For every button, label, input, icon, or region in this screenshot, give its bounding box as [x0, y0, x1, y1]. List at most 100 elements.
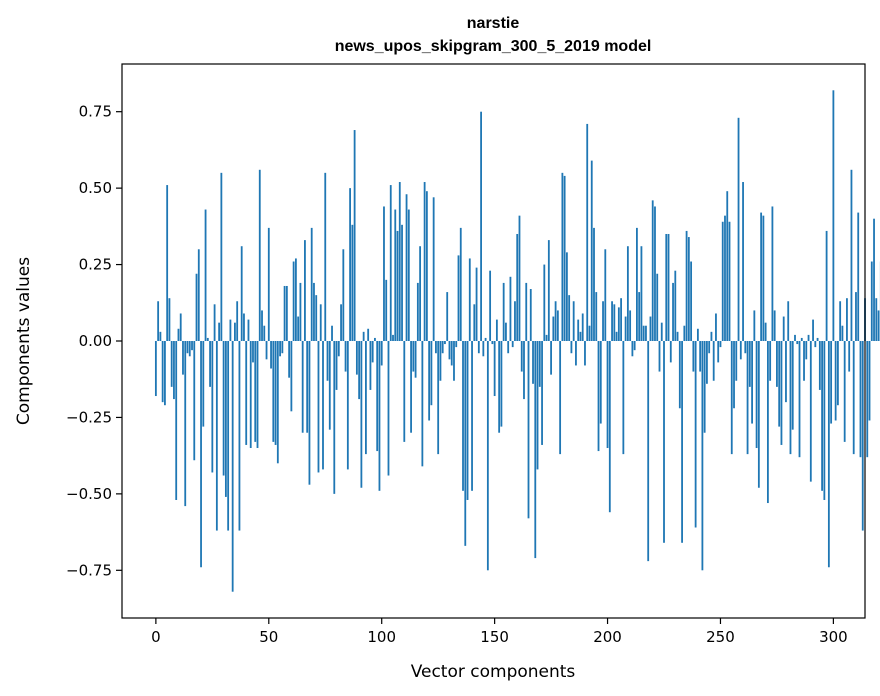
bar-42 — [249, 341, 252, 449]
y-tick-label: −0.75 — [66, 561, 112, 579]
bar-22 — [204, 209, 207, 341]
x-tick-label: 200 — [593, 628, 622, 646]
bar-268 — [760, 212, 763, 341]
bar-39 — [243, 313, 245, 341]
bar-200 — [606, 341, 609, 449]
bar-243 — [703, 341, 706, 433]
y-tick-label: 0.00 — [79, 332, 112, 350]
bar-68 — [308, 341, 311, 485]
bar-274 — [773, 310, 776, 341]
bar-21 — [202, 341, 205, 427]
bar-253 — [726, 191, 729, 341]
bar-76 — [326, 341, 329, 381]
bar-196 — [597, 341, 600, 452]
bar-275 — [776, 341, 778, 387]
bar-83 — [342, 249, 345, 341]
bar-283 — [794, 334, 796, 341]
bar-34 — [231, 341, 234, 592]
bar-69 — [310, 227, 313, 341]
bar-126 — [439, 341, 442, 381]
bar-50 — [267, 227, 270, 341]
bar-224 — [660, 322, 663, 341]
x-tick-label: 100 — [367, 628, 396, 646]
bar-73 — [319, 304, 322, 341]
bar-225 — [663, 341, 665, 543]
bar-299 — [830, 341, 833, 424]
bar-150 — [493, 341, 496, 397]
bar-99 — [378, 341, 381, 491]
bar-173 — [545, 334, 548, 341]
x-tick-label: 300 — [819, 628, 848, 646]
bar-203 — [613, 304, 616, 341]
bar-255 — [730, 341, 733, 455]
bar-67 — [306, 341, 309, 433]
bar-168 — [534, 341, 537, 559]
bar-71 — [315, 295, 318, 341]
bar-9 — [175, 341, 178, 500]
bar-18 — [195, 273, 198, 341]
bar-251 — [721, 221, 724, 341]
bar-310 — [855, 292, 857, 341]
bar-29 — [220, 172, 223, 341]
bar-61 — [292, 261, 295, 341]
bar-309 — [852, 341, 855, 455]
bar-56 — [281, 341, 284, 354]
bar-156 — [507, 341, 510, 354]
bar-155 — [505, 322, 507, 341]
bar-205 — [617, 307, 620, 341]
bar-185 — [572, 301, 575, 341]
bar-284 — [796, 341, 799, 345]
bar-8 — [173, 341, 175, 400]
bar-208 — [624, 316, 627, 341]
bar-93 — [365, 341, 367, 455]
bar-45 — [256, 341, 259, 449]
bar-294 — [818, 341, 821, 390]
bar-215 — [640, 246, 643, 341]
bar-307 — [848, 341, 851, 372]
bar-296 — [823, 341, 826, 500]
bar-295 — [821, 341, 823, 491]
bar-59 — [288, 341, 291, 378]
bar-141 — [473, 304, 476, 341]
bar-289 — [807, 334, 810, 341]
bar-320 — [877, 310, 880, 341]
bar-104 — [389, 185, 392, 341]
bar-227 — [667, 233, 670, 341]
plot-frame — [121, 63, 866, 619]
bar-130 — [448, 341, 451, 360]
bar-88 — [353, 130, 356, 341]
bar-318 — [873, 218, 875, 341]
bar-277 — [780, 341, 783, 445]
bar-316 — [868, 341, 871, 421]
bar-65 — [301, 341, 304, 433]
bar-125 — [437, 341, 440, 455]
chart-title: narstie — [467, 15, 520, 32]
bar-193 — [590, 160, 593, 341]
bar-101 — [383, 206, 385, 341]
bar-7 — [170, 341, 173, 387]
bar-174 — [547, 240, 550, 341]
bar-84 — [344, 341, 347, 372]
bar-288 — [805, 341, 808, 360]
bar-267 — [757, 341, 760, 488]
bar-114 — [412, 341, 415, 372]
bar-233 — [681, 341, 683, 543]
bar-4 — [164, 341, 166, 406]
bar-245 — [708, 341, 711, 354]
bar-85 — [346, 341, 349, 470]
bar-250 — [719, 341, 722, 348]
bar-161 — [518, 215, 521, 341]
bar-55 — [279, 341, 281, 357]
bar-107 — [396, 230, 399, 341]
y-tick-label: −0.25 — [66, 408, 112, 426]
bar-259 — [739, 341, 742, 360]
bar-201 — [608, 341, 611, 513]
bar-279 — [785, 341, 787, 403]
bar-116 — [416, 282, 419, 341]
bar-206 — [620, 298, 622, 341]
bar-145 — [482, 341, 485, 357]
bar-74 — [322, 341, 324, 470]
bar-190 — [584, 341, 586, 366]
bar-266 — [755, 341, 758, 449]
bar-49 — [265, 341, 268, 360]
